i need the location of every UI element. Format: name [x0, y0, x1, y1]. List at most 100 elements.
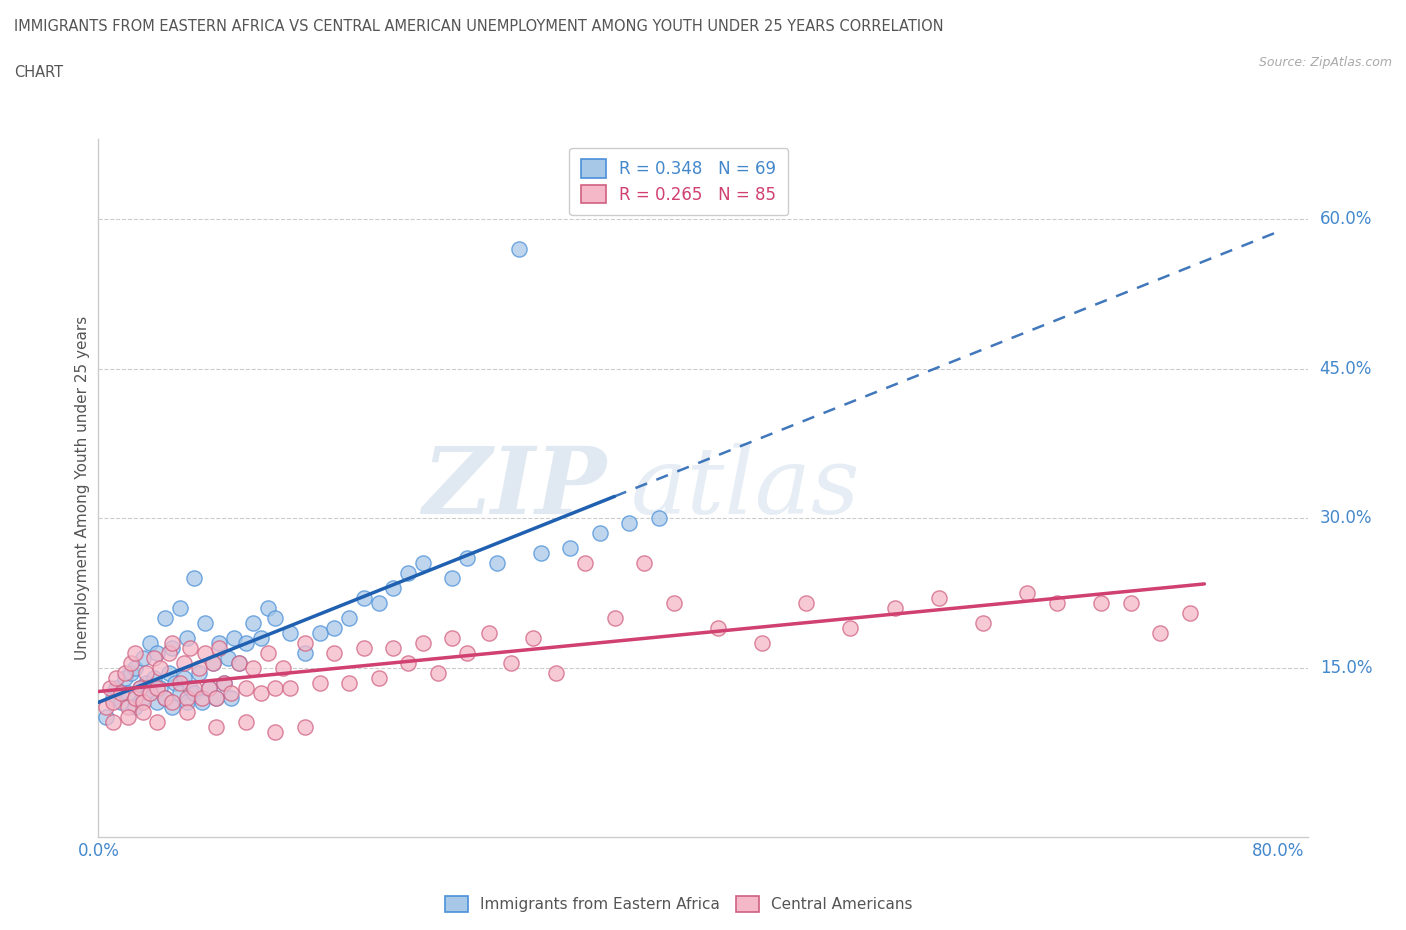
Point [242, 616, 264, 631]
Point [1046, 595, 1069, 610]
Point [160, 635, 183, 650]
Point [228, 656, 250, 671]
Text: Source: ZipAtlas.com: Source: ZipAtlas.com [1258, 56, 1392, 69]
Point [146, 645, 169, 660]
Point [153, 690, 176, 705]
Text: 15.0%: 15.0% [1320, 658, 1372, 677]
Point [176, 695, 198, 710]
Point [648, 511, 671, 525]
Point [101, 695, 124, 710]
Point [619, 516, 641, 531]
Point [883, 601, 905, 616]
Text: atlas: atlas [630, 444, 860, 533]
Point [249, 631, 271, 645]
Point [146, 695, 169, 710]
Point [396, 656, 419, 671]
Point [217, 650, 239, 665]
Point [169, 685, 191, 700]
Point [1178, 605, 1201, 620]
Point [574, 555, 596, 570]
Point [143, 650, 166, 665]
Point [135, 675, 157, 690]
Point [179, 640, 201, 655]
Point [706, 620, 728, 635]
Point [242, 660, 264, 675]
Point [187, 665, 209, 680]
Point [94, 700, 117, 715]
Point [101, 690, 124, 705]
Point [264, 680, 287, 695]
Point [139, 685, 162, 700]
Point [169, 601, 191, 616]
Point [633, 555, 655, 570]
Point [278, 625, 301, 640]
Point [110, 695, 132, 710]
Point [114, 665, 136, 680]
Point [198, 680, 221, 695]
Point [308, 675, 330, 690]
Legend: Immigrants from Eastern Africa, Central Americans: Immigrants from Eastern Africa, Central … [437, 889, 920, 920]
Point [294, 635, 316, 650]
Point [173, 656, 195, 671]
Point [308, 625, 330, 640]
Point [124, 660, 146, 675]
Point [139, 685, 162, 700]
Point [323, 645, 346, 660]
Point [257, 645, 280, 660]
Point [257, 601, 280, 616]
Point [1149, 625, 1171, 640]
Point [135, 665, 157, 680]
Point [183, 680, 205, 695]
Point [131, 695, 153, 710]
Point [367, 595, 389, 610]
Point [235, 635, 257, 650]
Point [794, 595, 817, 610]
Point [101, 715, 124, 730]
Point [157, 665, 180, 680]
Point [202, 656, 225, 671]
Point [1090, 595, 1112, 610]
Point [205, 690, 228, 705]
Point [124, 690, 146, 705]
Point [194, 645, 217, 660]
Point [1017, 586, 1039, 601]
Point [153, 610, 176, 625]
Point [146, 715, 169, 730]
Point [205, 720, 228, 735]
Point [337, 610, 360, 625]
Point [544, 665, 567, 680]
Point [157, 645, 180, 660]
Point [426, 665, 449, 680]
Point [662, 595, 685, 610]
Point [235, 680, 257, 695]
Point [264, 610, 287, 625]
Point [176, 690, 198, 705]
Point [124, 645, 146, 660]
Text: ZIP: ZIP [422, 444, 606, 533]
Point [117, 710, 139, 724]
Point [153, 690, 176, 705]
Point [169, 675, 191, 690]
Y-axis label: Unemployment Among Youth under 25 years: Unemployment Among Youth under 25 years [75, 316, 90, 660]
Point [190, 690, 212, 705]
Point [117, 685, 139, 700]
Point [187, 660, 209, 675]
Point [219, 690, 242, 705]
Point [165, 675, 187, 690]
Point [176, 631, 198, 645]
Point [131, 705, 153, 720]
Point [353, 591, 375, 605]
Point [128, 680, 150, 695]
Point [412, 555, 434, 570]
Point [367, 671, 389, 685]
Point [131, 690, 153, 705]
Point [149, 660, 172, 675]
Point [271, 660, 294, 675]
Point [139, 635, 162, 650]
Point [205, 690, 228, 705]
Point [589, 525, 612, 540]
Point [222, 631, 245, 645]
Point [412, 635, 434, 650]
Point [149, 680, 172, 695]
Point [337, 675, 360, 690]
